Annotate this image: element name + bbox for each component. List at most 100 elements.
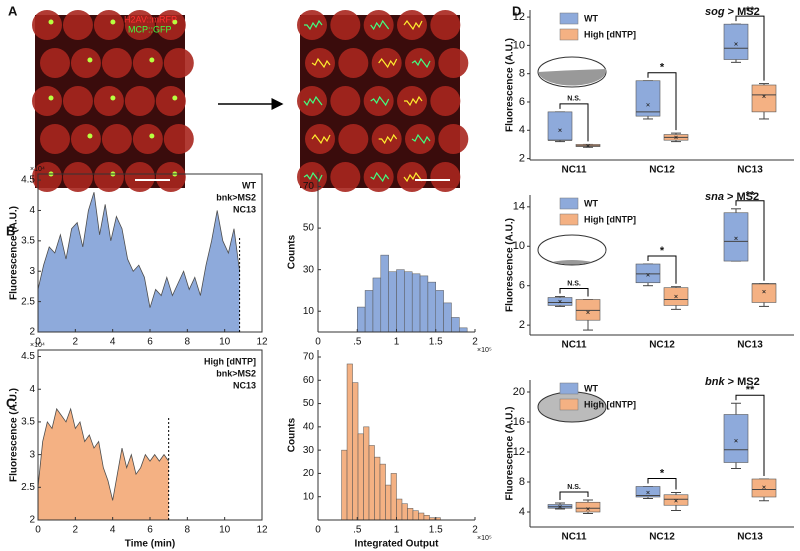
spot bbox=[110, 95, 116, 101]
mean-marker bbox=[646, 490, 650, 495]
title-text: > MS2 bbox=[728, 376, 760, 388]
y-axis-title: Fluorescence (A.U.) bbox=[9, 388, 20, 482]
track bbox=[378, 58, 398, 69]
significance-label: ** bbox=[746, 190, 755, 202]
x-tick-label: 6 bbox=[147, 337, 153, 348]
y-tick-label: 12 bbox=[513, 11, 525, 23]
legend-swatch bbox=[559, 213, 579, 226]
mean-marker bbox=[558, 505, 562, 509]
nucleus bbox=[40, 124, 70, 154]
nucleus bbox=[93, 162, 124, 192]
y-tick-label: 3 bbox=[29, 449, 35, 460]
nucleus bbox=[101, 124, 132, 154]
box bbox=[547, 111, 573, 141]
legend-swatch bbox=[559, 398, 579, 411]
bar bbox=[451, 317, 460, 333]
nucleus bbox=[305, 48, 335, 78]
x-tick-label: NC12 bbox=[649, 165, 675, 176]
microscopy-image bbox=[297, 10, 469, 192]
mean-marker bbox=[646, 273, 650, 277]
title-gene: sog bbox=[705, 6, 725, 18]
bar bbox=[401, 503, 408, 521]
x-tick-label: 2 bbox=[472, 525, 478, 536]
x-tick-label: NC13 bbox=[737, 532, 763, 543]
legend-swatch bbox=[559, 12, 579, 25]
x-tick-label: 4 bbox=[110, 525, 116, 536]
x-tick-label: 8 bbox=[185, 525, 191, 536]
bar bbox=[404, 271, 413, 333]
significance-bracket bbox=[647, 255, 677, 284]
bar bbox=[388, 271, 397, 333]
x-tick-label: 10 bbox=[219, 525, 231, 536]
y-tick-label: 30 bbox=[303, 445, 315, 456]
x-tick-label: 10 bbox=[219, 337, 231, 348]
x-tick-label: 2 bbox=[73, 337, 79, 348]
nucleus bbox=[155, 162, 186, 192]
bar bbox=[352, 382, 359, 521]
bar bbox=[341, 449, 348, 521]
nucleus bbox=[70, 124, 101, 154]
bar bbox=[374, 456, 381, 521]
y-tick-label: 4 bbox=[519, 124, 525, 136]
x-tick-label: 1 bbox=[394, 337, 400, 348]
mean-marker bbox=[762, 94, 766, 99]
y-tick-label: 30 bbox=[303, 264, 315, 275]
scale-label: ×10⁴ bbox=[30, 166, 45, 173]
chart-title: sna > MS2 bbox=[705, 191, 759, 203]
nucleus bbox=[124, 162, 155, 192]
y-tick-label: 6 bbox=[519, 280, 525, 292]
x-tick-label: 2 bbox=[73, 525, 79, 536]
track bbox=[303, 171, 323, 183]
mean-marker bbox=[734, 42, 738, 46]
y-tick-label: 3.5 bbox=[21, 417, 35, 428]
box bbox=[751, 283, 777, 303]
x-tick-label: NC12 bbox=[649, 532, 675, 543]
spot bbox=[110, 19, 116, 25]
y-tick-label: 50 bbox=[303, 223, 315, 234]
nucleus bbox=[32, 10, 62, 40]
significance-label: ** bbox=[746, 384, 755, 396]
y-tick-label: 2 bbox=[519, 319, 525, 331]
spot bbox=[48, 19, 54, 25]
significance-label: * bbox=[660, 62, 665, 74]
nucleus bbox=[124, 10, 155, 40]
panel-label: C bbox=[6, 395, 16, 410]
nucleus bbox=[371, 48, 402, 78]
y-tick-label: 4 bbox=[29, 205, 35, 216]
y-tick-label: 20 bbox=[513, 386, 525, 398]
embryo-domain bbox=[538, 69, 607, 86]
track bbox=[370, 171, 390, 183]
track bbox=[403, 20, 423, 31]
box bbox=[723, 212, 749, 262]
mean-marker bbox=[646, 103, 650, 107]
y-tick-label: 2 bbox=[29, 515, 35, 526]
significance-bracket bbox=[647, 72, 677, 131]
nucleus bbox=[305, 124, 335, 154]
nucleus bbox=[70, 48, 101, 78]
image-label: H2AV::mRFP bbox=[124, 14, 177, 24]
title-gene: bnk bbox=[705, 376, 725, 388]
spot bbox=[149, 133, 155, 139]
significance-bracket bbox=[647, 478, 677, 490]
y-tick-label: 10 bbox=[303, 306, 315, 317]
bar bbox=[385, 484, 392, 521]
box bbox=[663, 494, 689, 506]
box bbox=[723, 414, 749, 463]
significance-bracket bbox=[735, 200, 765, 281]
box bbox=[751, 84, 777, 113]
series-label: WT bbox=[242, 180, 256, 190]
y-tick-label: 60 bbox=[303, 375, 315, 386]
track bbox=[378, 133, 398, 145]
bar bbox=[396, 269, 405, 333]
box bbox=[751, 478, 777, 498]
x-tick-label: 2 bbox=[472, 337, 478, 348]
y-tick-label: 2 bbox=[519, 152, 525, 164]
nucleus bbox=[297, 162, 327, 192]
bar bbox=[346, 363, 353, 521]
bar bbox=[390, 473, 397, 521]
nucleus bbox=[397, 10, 427, 40]
line bbox=[37, 192, 240, 308]
mean-marker bbox=[586, 310, 590, 315]
nucleus bbox=[93, 10, 124, 40]
